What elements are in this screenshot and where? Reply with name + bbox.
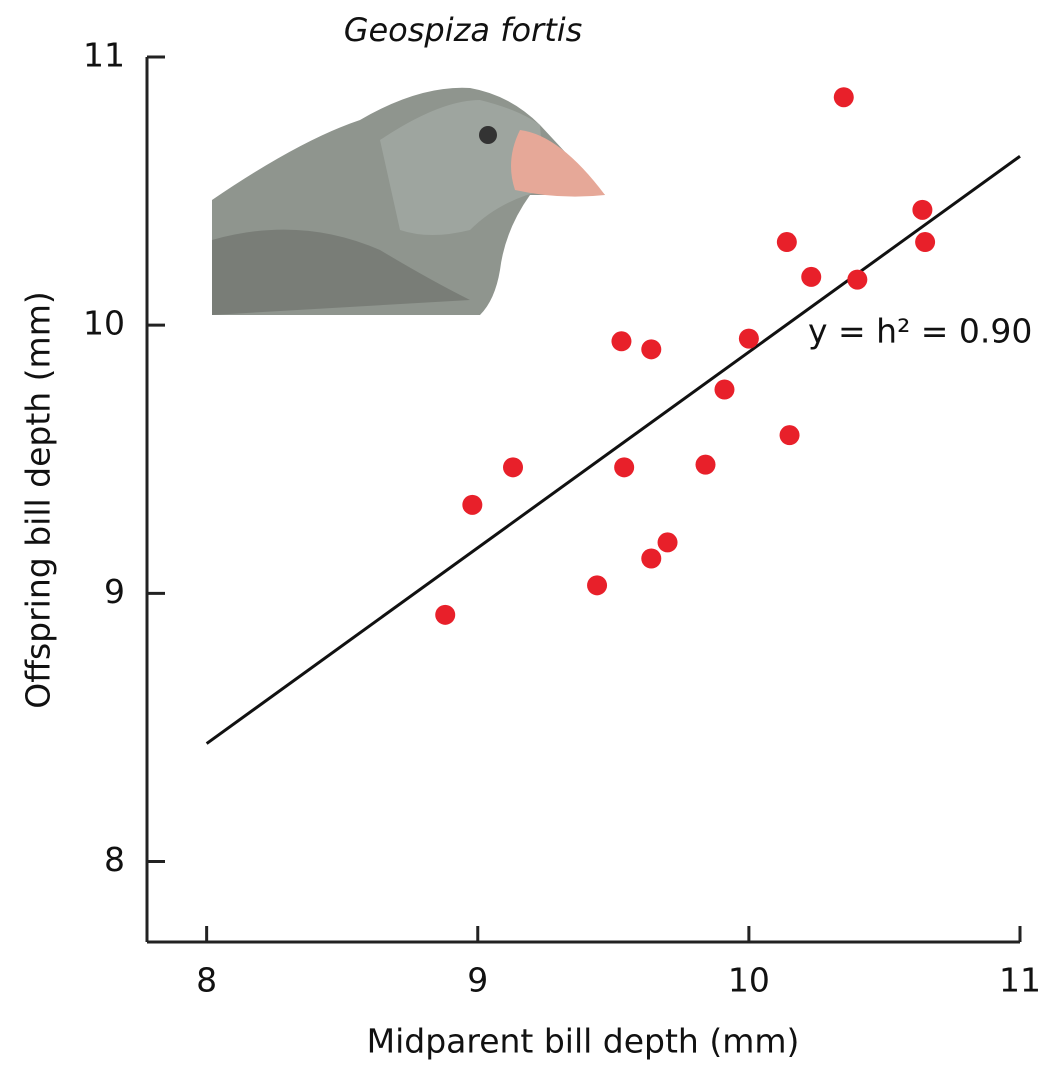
finch-illustration [212,87,605,315]
y-tick-label: 11 [83,36,125,75]
data-point [641,339,662,360]
bird-eye [479,126,497,144]
data-point [801,266,822,287]
data-point [738,328,759,349]
data-point [435,604,456,625]
data-point [847,269,868,290]
data-point [833,87,854,108]
data-point [462,494,483,515]
data-point [503,457,524,478]
y-axis-label: Offspring bill depth (mm) [19,291,58,708]
data-point [714,379,735,400]
chart-title: Geospiza fortis [344,11,583,49]
x-axis-label: Midparent bill depth (mm) [367,1022,800,1061]
data-point [779,425,800,446]
x-tick-label: 8 [196,961,217,1000]
data-point [695,454,716,475]
data-point [657,532,678,553]
y-tick-label: 8 [104,840,125,879]
fit-line [205,155,1021,745]
data-point [587,575,608,596]
bird-beak [511,130,605,197]
bird-head [380,100,545,235]
x-tick-label: 10 [728,961,770,1000]
data-point [641,548,662,569]
x-tick-label: 11 [999,961,1041,1000]
bird-wing [212,229,470,315]
data-point [912,199,933,220]
y-tick-label: 9 [104,572,125,611]
data-point [614,457,635,478]
data-point [611,331,632,352]
data-point [776,232,797,253]
data-point [915,232,936,253]
annotation: y = h² = 0.90 [808,312,1032,351]
x-tick-label: 9 [467,961,488,1000]
y-tick-label: 10 [83,304,125,343]
